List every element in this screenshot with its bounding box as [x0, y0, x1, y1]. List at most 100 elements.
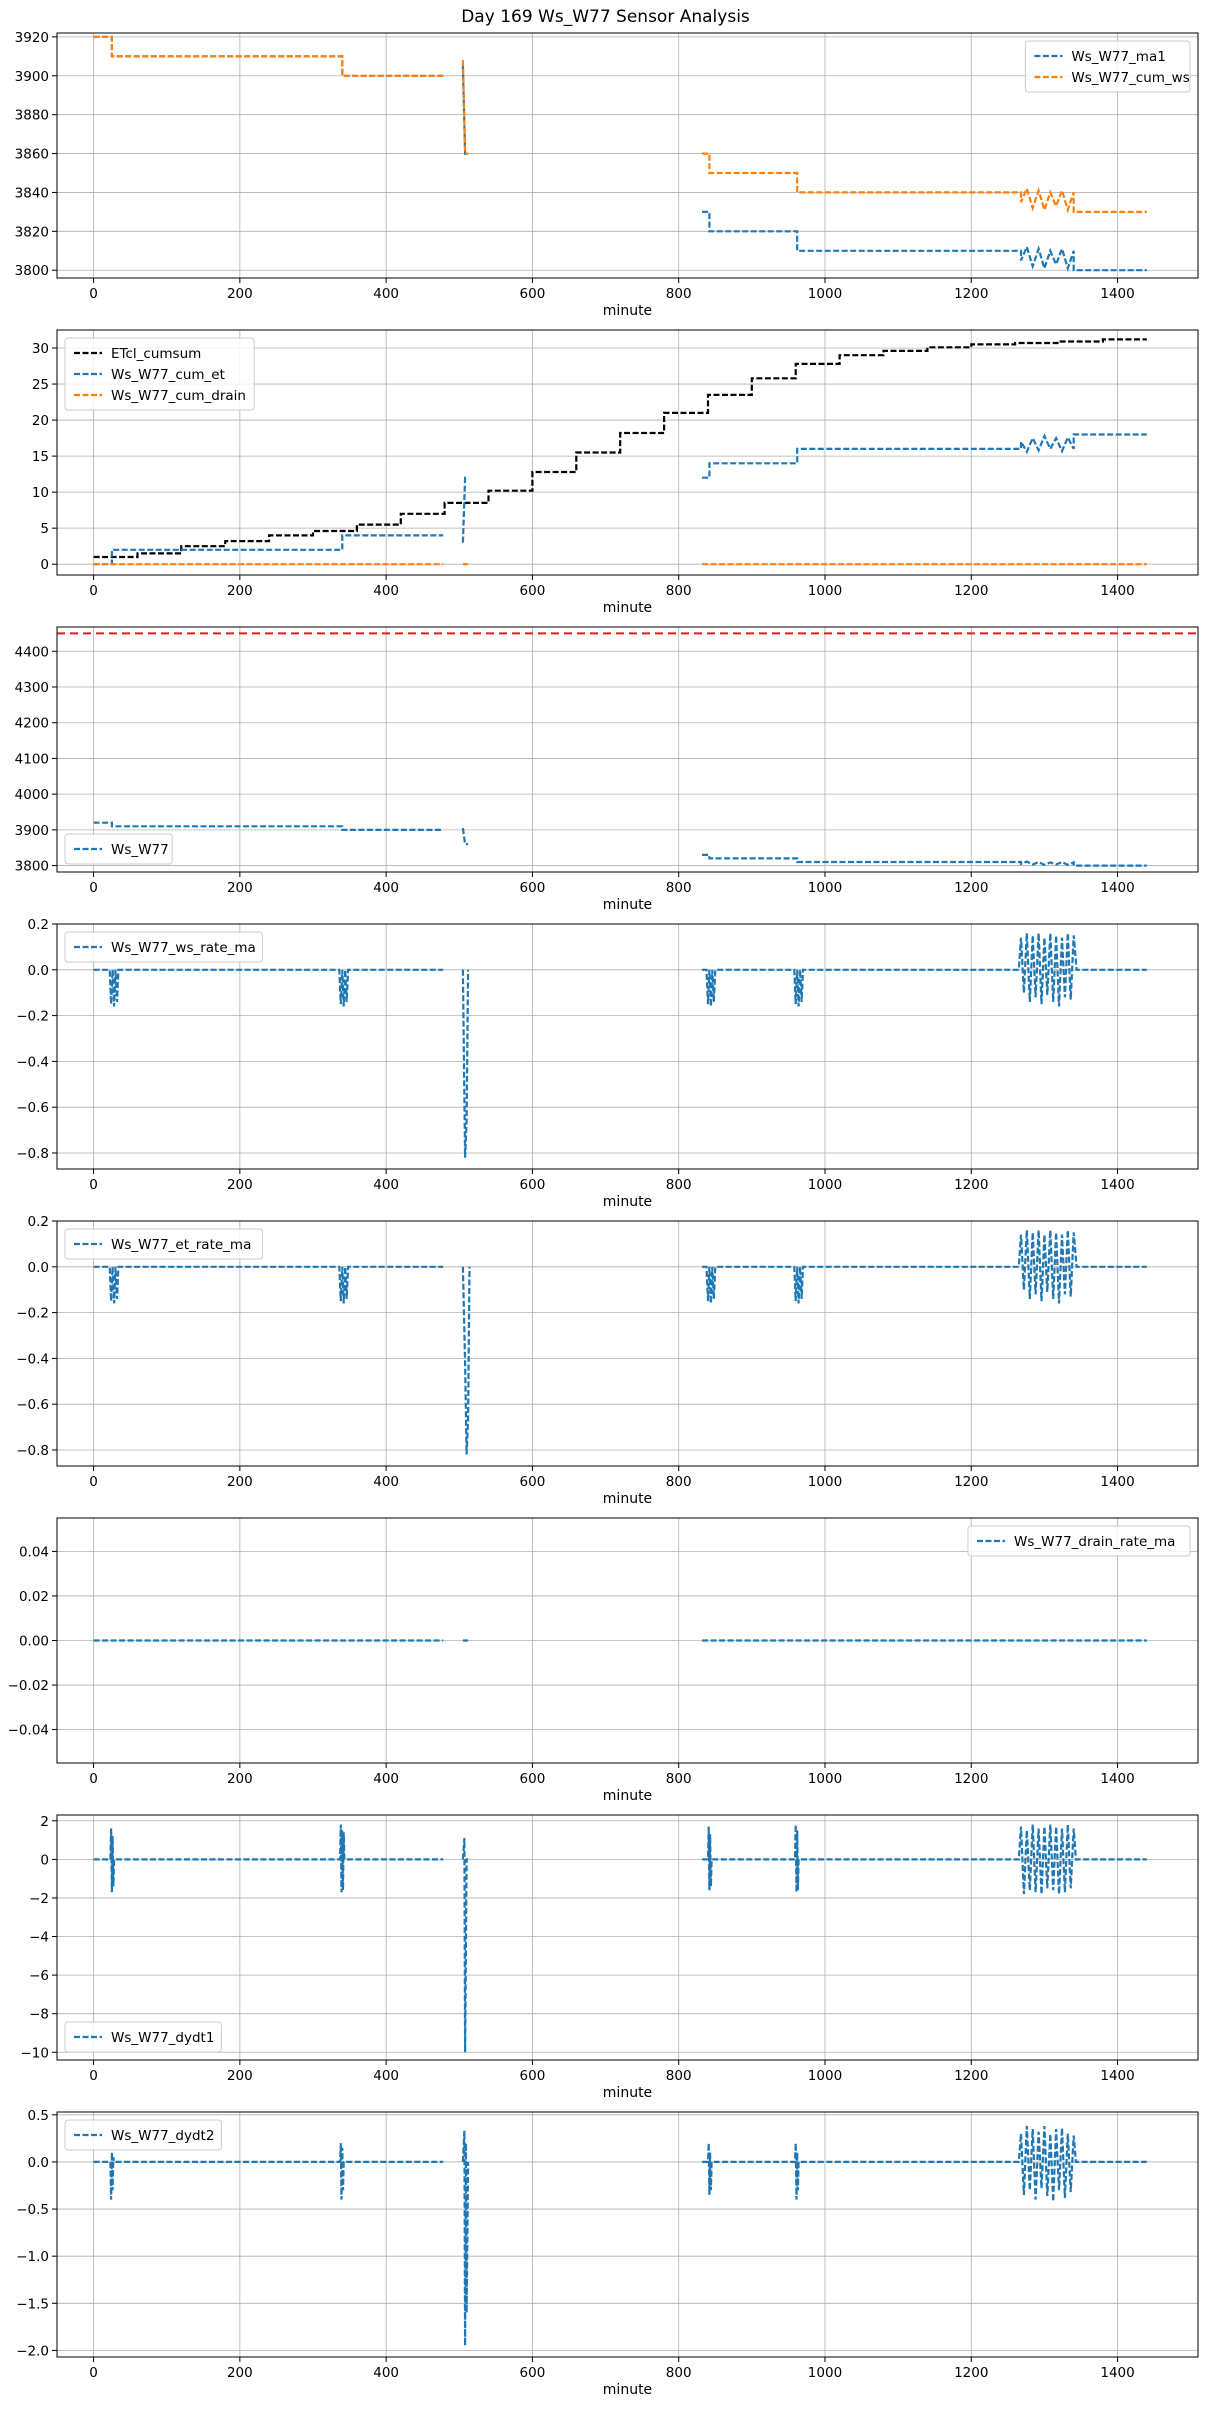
x-tick-label: 400: [373, 880, 399, 896]
legend-label: Ws_W77_ma1: [1071, 49, 1165, 65]
subplot-7: 0 200 400 600 800 1000 1200 1400 −10 −8 −6 −4 −2 0 2 mi…: [21, 1814, 1199, 2101]
x-tick-label: 800: [666, 2068, 692, 2084]
plot-area: [93, 35, 1147, 272]
x-tick-label: 800: [666, 1771, 692, 1787]
x-tick-label: 1000: [808, 1771, 842, 1787]
x-tick-label: 800: [666, 880, 692, 896]
legend: Ws_W77_et_rate_ma: [64, 1228, 263, 1260]
x-tick-label: 600: [520, 583, 546, 599]
x-tick-label: 800: [666, 286, 692, 302]
x-axis-label: minute: [603, 303, 652, 319]
x-tick-label: 200: [227, 583, 253, 599]
x-tick-label: 800: [666, 1474, 692, 1490]
x-tick-label: 1000: [808, 1474, 842, 1490]
x-tick-label: 1200: [954, 880, 988, 896]
y-tick-label: 25: [32, 377, 49, 393]
y-tick-label: 30: [32, 341, 49, 357]
y-tick-label: 15: [32, 449, 49, 465]
x-axis-label: minute: [603, 2085, 652, 2101]
y-tick-label: −2.0: [16, 2343, 49, 2359]
x-tick-label: 0: [89, 2068, 98, 2084]
x-tick-label: 600: [520, 1474, 546, 1490]
subplot-5: 0 200 400 600 800 1000 1200 1400 −0.8 −0.6 −0.4 −0.…: [16, 1214, 1199, 1507]
x-tick-label: 200: [227, 286, 253, 302]
x-tick-label: 600: [520, 1771, 546, 1787]
x-tick-label: 200: [227, 2365, 253, 2381]
y-tick-label: 3900: [15, 823, 49, 839]
x-tick-label: 600: [520, 880, 546, 896]
x-tick-label: 200: [227, 2068, 253, 2084]
legend-label: ETcl_cumsum: [111, 346, 201, 362]
axes-frame: [56, 1220, 1199, 1467]
legend: Ws_W77: [64, 833, 173, 865]
legend-label: Ws_W77_et_rate_ma: [111, 1237, 251, 1253]
y-tick-label: −0.8: [16, 1146, 49, 1162]
axes-frame: [56, 329, 1199, 576]
axes-frame: [56, 626, 1199, 873]
x-tick-label: 400: [373, 1177, 399, 1193]
x-tick-label: 600: [520, 286, 546, 302]
x-tick-label: 0: [89, 2365, 98, 2381]
y-tick-label: −0.02: [8, 1678, 49, 1694]
x-axis-label: minute: [603, 2382, 652, 2398]
plot-area: [93, 338, 1147, 566]
x-tick-label: 1000: [808, 1177, 842, 1193]
y-tick-label: 20: [32, 413, 49, 429]
y-tick-label: 3840: [15, 185, 49, 201]
legend-label: Ws_W77_cum_et: [111, 367, 225, 383]
x-tick-label: 1000: [808, 2068, 842, 2084]
y-tick-label: 4400: [15, 644, 49, 660]
y-tick-label: −0.5: [16, 2202, 49, 2218]
y-tick-label: −0.2: [16, 1009, 49, 1025]
y-tick-label: 3860: [15, 147, 49, 163]
subplot-4: 0 200 400 600 800 1000 1200 1400 −0.8 −0.6 −0.4 −0.…: [16, 917, 1199, 1210]
x-tick-label: 1200: [954, 2365, 988, 2381]
y-tick-label: −6: [29, 1968, 49, 1984]
x-tick-label: 600: [520, 2068, 546, 2084]
series-line-ETcl_cumsum: [93, 338, 1147, 559]
x-tick-label: 400: [373, 2068, 399, 2084]
legend-box: [1024, 40, 1191, 93]
y-tick-label: 4000: [15, 787, 49, 803]
legend-box: [64, 2119, 222, 2151]
legend: Ws_W77_drain_rate_ma: [967, 1525, 1191, 1557]
x-tick-label: 1400: [1100, 880, 1134, 896]
y-tick-label: 0.0: [28, 1260, 49, 1276]
x-tick-label: 400: [373, 1474, 399, 1490]
x-tick-label: 200: [227, 1771, 253, 1787]
axes-frame: [56, 923, 1199, 1170]
x-tick-label: 0: [89, 583, 98, 599]
figure-title: Day 169 Ws_W77 Sensor Analysis: [461, 7, 750, 27]
y-tick-label: 4100: [15, 751, 49, 767]
x-tick-label: 0: [89, 1474, 98, 1490]
x-axis-label: minute: [603, 1788, 652, 1804]
y-tick-label: 3900: [15, 69, 49, 85]
plot-area: [93, 1230, 1147, 1455]
subplot-panels: 0 200 400 600 800 1000 1200 1400380038203840386…: [8, 30, 1199, 2398]
y-tick-label: −2: [29, 1891, 49, 1907]
x-tick-label: 1200: [954, 1177, 988, 1193]
axes-frame: [56, 32, 1199, 279]
legend: ETcl_cumsum Ws_W77_cum_et Ws_W77_cum_drain: [64, 337, 255, 411]
legend-label: Ws_W77_dydt1: [111, 2030, 214, 2046]
legend-label: Ws_W77_ws_rate_ma: [111, 940, 256, 956]
x-tick-label: 400: [373, 583, 399, 599]
x-tick-label: 1000: [808, 583, 842, 599]
legend-label: Ws_W77_drain_rate_ma: [1014, 1534, 1175, 1550]
subplot-2: 0 200 400 600 800 1000 1200 1400 0 5 10 15 20 25 30 min…: [32, 329, 1199, 616]
y-tick-label: 0.2: [28, 917, 49, 933]
axes-frame: [56, 1814, 1199, 2061]
y-tick-label: 4200: [15, 716, 49, 732]
plot-area: [93, 1824, 1147, 2053]
axes-frame: [56, 2111, 1199, 2358]
x-tick-label: 400: [373, 286, 399, 302]
x-tick-label: 0: [89, 1771, 98, 1787]
y-tick-label: 3880: [15, 108, 49, 124]
x-tick-label: 1200: [954, 1771, 988, 1787]
x-tick-label: 1400: [1100, 1177, 1134, 1193]
subplot-8: 0 200 400 600 800 1000 1200 1400 −2.0 −1.5 −1.0 −0.…: [16, 2108, 1199, 2398]
y-tick-label: −0.2: [16, 1306, 49, 1322]
legend-box: [64, 931, 263, 963]
x-tick-label: 1400: [1100, 583, 1134, 599]
